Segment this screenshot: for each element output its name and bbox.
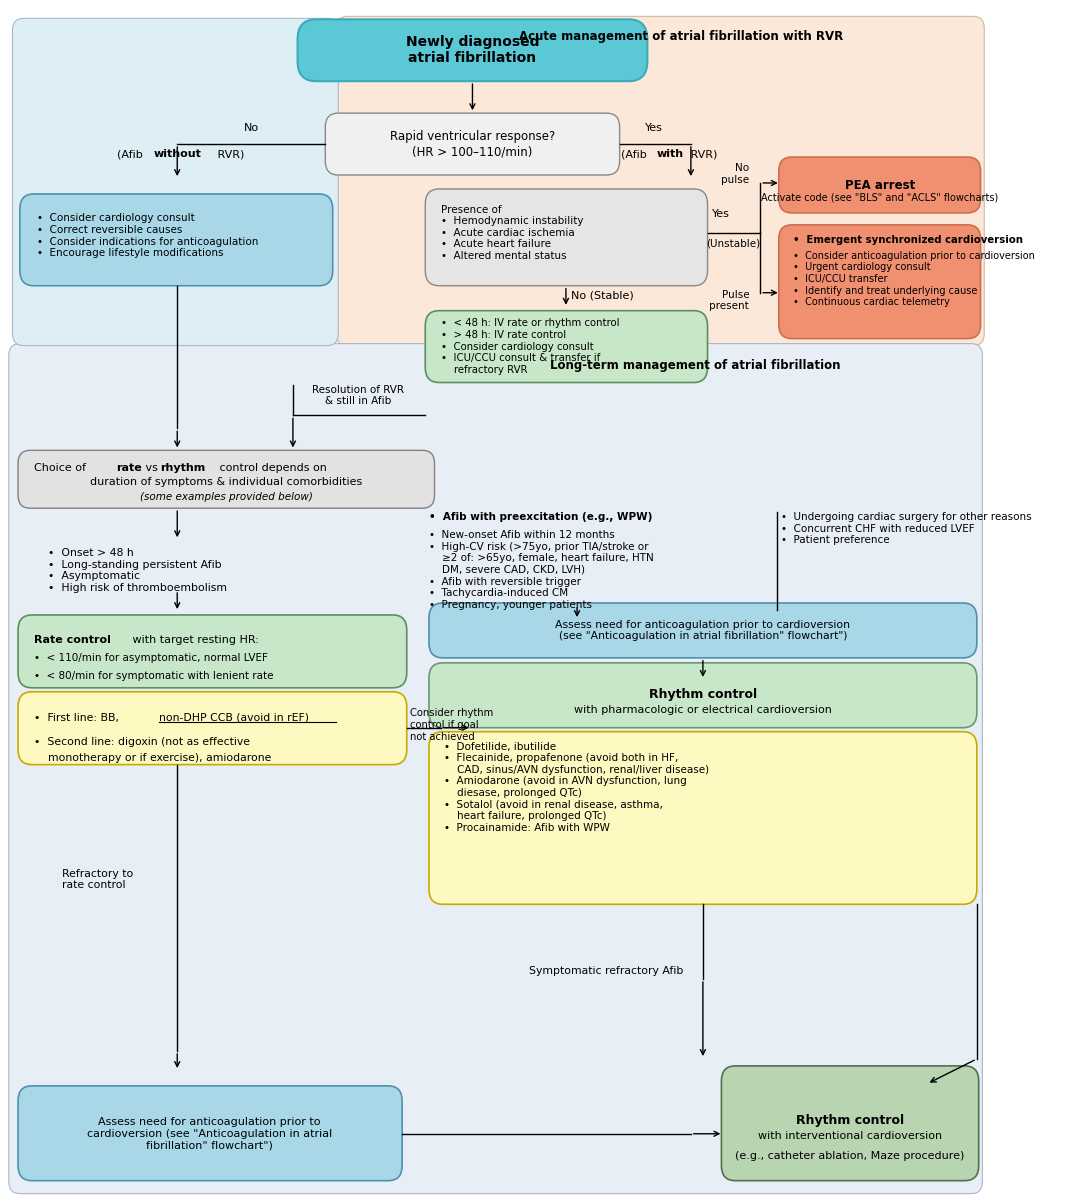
FancyBboxPatch shape [18, 450, 435, 509]
FancyBboxPatch shape [20, 194, 333, 286]
Text: RVR): RVR) [215, 149, 245, 160]
FancyBboxPatch shape [779, 157, 980, 212]
FancyBboxPatch shape [429, 732, 977, 905]
Text: rhythm: rhythm [160, 463, 206, 473]
FancyBboxPatch shape [326, 113, 619, 175]
Text: (Unstable): (Unstable) [707, 239, 760, 248]
Text: Rapid ventricular response?
(HR > 100–110/min): Rapid ventricular response? (HR > 100–11… [390, 130, 555, 158]
Text: control depends on: control depends on [216, 463, 327, 473]
Text: with pharmacologic or electrical cardioversion: with pharmacologic or electrical cardiov… [574, 704, 832, 715]
Text: No: No [244, 124, 258, 133]
Text: Presence of
•  Hemodynamic instability
•  Acute cardiac ischemia
•  Acute heart : Presence of • Hemodynamic instability • … [441, 205, 583, 262]
Text: •  < 48 h: IV rate or rhythm control
•  > 48 h: IV rate control
•  Consider card: • < 48 h: IV rate or rhythm control • > … [441, 318, 619, 374]
Text: Choice of: Choice of [34, 463, 90, 473]
Text: •  Onset > 48 h
•  Long-standing persistent Afib
•  Asymptomatic
•  High risk of: • Onset > 48 h • Long-standing persisten… [48, 548, 226, 593]
Text: (e.g., catheter ablation, Maze procedure): (e.g., catheter ablation, Maze procedure… [736, 1151, 964, 1160]
FancyBboxPatch shape [429, 602, 977, 658]
Text: •  Consider cardiology consult
•  Correct reversible causes
•  Consider indicati: • Consider cardiology consult • Correct … [36, 214, 258, 258]
FancyBboxPatch shape [298, 19, 647, 82]
Text: •  New-onset Afib within 12 months
•  High-CV risk (>75yo, prior TIA/stroke or
 : • New-onset Afib within 12 months • High… [429, 530, 654, 610]
Text: •  Emergent synchronized cardioversion: • Emergent synchronized cardioversion [792, 235, 1023, 245]
FancyBboxPatch shape [429, 662, 977, 727]
Text: Rate control: Rate control [34, 635, 111, 644]
FancyBboxPatch shape [13, 18, 339, 346]
Text: PEA arrest: PEA arrest [845, 179, 915, 192]
Text: with interventional cardioversion: with interventional cardioversion [758, 1130, 942, 1141]
Text: Refractory to
rate control: Refractory to rate control [62, 869, 132, 890]
Text: Newly diagnosed
atrial fibrillation: Newly diagnosed atrial fibrillation [406, 35, 539, 65]
Text: Long-term management of atrial fibrillation: Long-term management of atrial fibrillat… [550, 359, 841, 372]
FancyBboxPatch shape [425, 188, 707, 286]
Text: •  Dofetilide, ibutilide
•  Flecainide, propafenone (avoid both in HF,
    CAD, : • Dofetilide, ibutilide • Flecainide, pr… [444, 742, 709, 833]
Text: Rhythm control: Rhythm control [796, 1114, 905, 1127]
Text: (Afib: (Afib [117, 149, 146, 160]
Text: monotherapy or if exercise), amiodarone: monotherapy or if exercise), amiodarone [34, 752, 271, 763]
Text: Assess need for anticoagulation prior to cardioversion
(see "Anticoagulation in : Assess need for anticoagulation prior to… [555, 619, 850, 641]
Text: •  < 110/min for asymptomatic, normal LVEF: • < 110/min for asymptomatic, normal LVE… [34, 653, 268, 662]
Text: (some examples provided below): (some examples provided below) [140, 492, 313, 503]
Text: duration of symptoms & individual comorbidities: duration of symptoms & individual comorb… [90, 478, 362, 487]
Text: Acute management of atrial fibrillation with RVR: Acute management of atrial fibrillation … [519, 30, 844, 43]
Text: Yes: Yes [645, 124, 663, 133]
Text: No
pulse: No pulse [721, 163, 749, 185]
Text: non-DHP CCB (avoid in rEF): non-DHP CCB (avoid in rEF) [159, 713, 309, 722]
Text: Pulse
present: Pulse present [709, 290, 749, 312]
Text: control if goal: control if goal [410, 720, 480, 730]
Text: without: without [153, 149, 201, 160]
Text: with: with [657, 149, 684, 160]
Text: Consider rhythm: Consider rhythm [410, 708, 493, 718]
Text: rate: rate [116, 463, 142, 473]
Text: Assess need for anticoagulation prior to
cardioversion (see "Anticoagulation in : Assess need for anticoagulation prior to… [87, 1117, 332, 1151]
Text: (Afib: (Afib [622, 149, 650, 160]
FancyBboxPatch shape [721, 1066, 978, 1181]
FancyBboxPatch shape [425, 311, 707, 383]
Text: vs: vs [142, 463, 161, 473]
Text: Activate code (see "BLS" and "ACLS" flowcharts): Activate code (see "BLS" and "ACLS" flow… [761, 193, 999, 203]
Text: RVR): RVR) [687, 149, 718, 160]
Text: Yes: Yes [712, 209, 731, 218]
Text: •  Consider anticoagulation prior to cardioversion
•  Urgent cardiology consult
: • Consider anticoagulation prior to card… [792, 251, 1035, 307]
Text: •  Second line: digoxin (not as effective: • Second line: digoxin (not as effective [34, 737, 250, 746]
Text: Resolution of RVR
& still in Afib: Resolution of RVR & still in Afib [312, 385, 404, 407]
FancyBboxPatch shape [779, 224, 980, 338]
Text: Rhythm control: Rhythm control [649, 688, 757, 701]
FancyBboxPatch shape [18, 1086, 403, 1181]
Text: No (Stable): No (Stable) [570, 290, 633, 301]
Text: •  First line: BB,: • First line: BB, [34, 713, 122, 722]
FancyBboxPatch shape [18, 691, 407, 764]
Text: not achieved: not achieved [410, 732, 475, 742]
Text: Symptomatic refractory Afib: Symptomatic refractory Afib [529, 966, 684, 976]
Text: •  < 80/min for symptomatic with lenient rate: • < 80/min for symptomatic with lenient … [34, 671, 273, 680]
FancyBboxPatch shape [18, 614, 407, 688]
Text: •  Afib with preexcitation (e.g., WPW): • Afib with preexcitation (e.g., WPW) [429, 512, 653, 522]
Text: •  Undergoing cardiac surgery for other reasons
•  Concurrent CHF with reduced L: • Undergoing cardiac surgery for other r… [781, 512, 1032, 546]
Text: with target resting HR:: with target resting HR: [129, 635, 258, 644]
FancyBboxPatch shape [336, 17, 985, 346]
FancyBboxPatch shape [9, 343, 983, 1194]
